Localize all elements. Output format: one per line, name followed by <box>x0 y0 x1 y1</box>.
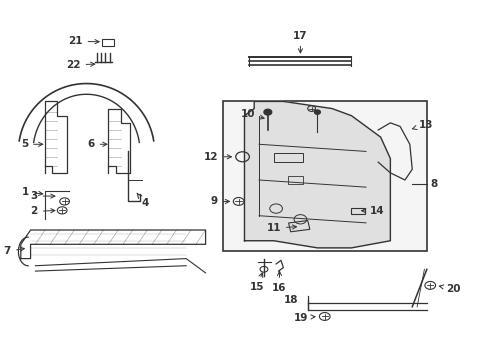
Bar <box>273 153 302 162</box>
Text: 9: 9 <box>210 197 229 206</box>
Text: 21: 21 <box>68 36 99 46</box>
Text: 3: 3 <box>31 191 55 201</box>
Text: 1: 1 <box>22 187 42 197</box>
Text: 2: 2 <box>31 206 55 216</box>
Text: 15: 15 <box>249 273 264 292</box>
Text: 6: 6 <box>87 139 107 149</box>
Text: 8: 8 <box>429 179 437 189</box>
Bar <box>287 176 302 184</box>
Text: 19: 19 <box>293 312 314 323</box>
Text: 17: 17 <box>292 31 307 53</box>
Text: 22: 22 <box>66 60 95 70</box>
Bar <box>351 207 365 214</box>
Circle shape <box>264 109 271 115</box>
Text: 13: 13 <box>412 120 432 130</box>
Text: 16: 16 <box>272 271 286 293</box>
Text: 7: 7 <box>4 247 24 256</box>
Bar <box>288 221 309 232</box>
Text: 11: 11 <box>266 223 296 233</box>
Text: 14: 14 <box>361 206 384 216</box>
Bar <box>102 39 114 46</box>
Text: 12: 12 <box>204 152 231 162</box>
Text: 5: 5 <box>21 139 42 149</box>
Bar <box>222 102 426 251</box>
Text: 20: 20 <box>439 284 460 294</box>
Polygon shape <box>244 102 389 248</box>
Text: 18: 18 <box>283 296 297 305</box>
Circle shape <box>314 110 320 114</box>
Text: 10: 10 <box>240 109 264 119</box>
Text: 4: 4 <box>137 193 148 208</box>
